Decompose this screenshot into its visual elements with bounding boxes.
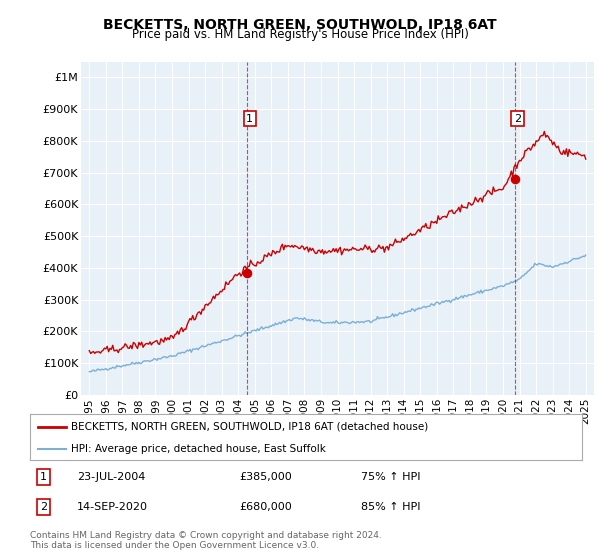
- Text: 2: 2: [40, 502, 47, 512]
- Text: 85% ↑ HPI: 85% ↑ HPI: [361, 502, 421, 512]
- Text: 14-SEP-2020: 14-SEP-2020: [77, 502, 148, 512]
- Text: £385,000: £385,000: [240, 472, 293, 482]
- Text: £680,000: £680,000: [240, 502, 293, 512]
- Text: BECKETTS, NORTH GREEN, SOUTHWOLD, IP18 6AT (detached house): BECKETTS, NORTH GREEN, SOUTHWOLD, IP18 6…: [71, 422, 428, 432]
- Text: 2: 2: [514, 114, 521, 124]
- Text: BECKETTS, NORTH GREEN, SOUTHWOLD, IP18 6AT: BECKETTS, NORTH GREEN, SOUTHWOLD, IP18 6…: [103, 18, 497, 32]
- Text: HPI: Average price, detached house, East Suffolk: HPI: Average price, detached house, East…: [71, 444, 326, 454]
- Text: Price paid vs. HM Land Registry's House Price Index (HPI): Price paid vs. HM Land Registry's House …: [131, 28, 469, 41]
- Text: 75% ↑ HPI: 75% ↑ HPI: [361, 472, 421, 482]
- Point: [242, 268, 252, 277]
- Point: [510, 175, 520, 184]
- Text: Contains HM Land Registry data © Crown copyright and database right 2024.
This d: Contains HM Land Registry data © Crown c…: [30, 531, 382, 550]
- Text: 1: 1: [246, 114, 253, 124]
- Text: 1: 1: [40, 472, 47, 482]
- Text: 23-JUL-2004: 23-JUL-2004: [77, 472, 145, 482]
